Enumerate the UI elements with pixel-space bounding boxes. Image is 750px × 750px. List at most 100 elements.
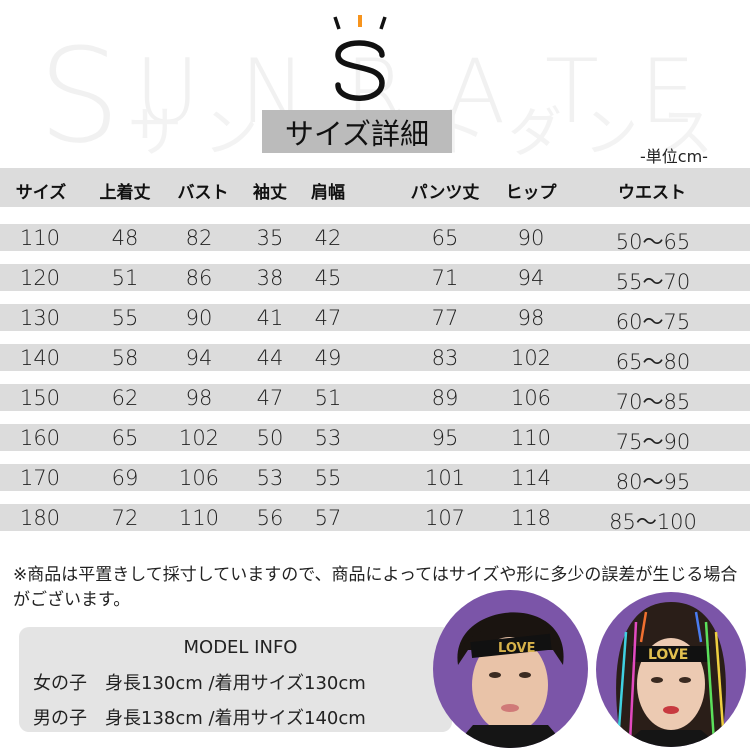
boy-face-icon: LOVE	[453, 612, 568, 748]
cell-bust: 110	[178, 506, 220, 530]
cell-jacket-length: 65	[111, 426, 139, 450]
cell-bust: 82	[185, 226, 213, 250]
logo-icon	[333, 15, 387, 101]
cell-jacket-length: 72	[111, 506, 139, 530]
cell-size: 140	[19, 346, 61, 370]
cell-size: 120	[19, 266, 61, 290]
cell-waist: 70～85	[615, 390, 691, 414]
cell-waist: 85～100	[609, 510, 697, 534]
cell-bust: 98	[185, 386, 213, 410]
cell-hip: 106	[510, 386, 552, 410]
header-sleeve: 袖丈	[253, 183, 287, 203]
header-size: サイズ	[15, 183, 67, 203]
cell-sleeve: 53	[256, 466, 284, 490]
boy-model-photo: LOVE	[433, 590, 588, 748]
table-row: 140 58 94 44 49 83 102 65～80	[0, 344, 750, 374]
cell-sleeve: 47	[256, 386, 284, 410]
girl-face-icon: LOVE	[616, 602, 726, 747]
cell-pants-length: 77	[431, 306, 459, 330]
cell-pants-length: 89	[431, 386, 459, 410]
cell-waist: 50～65	[615, 230, 691, 254]
girl-model-photo: LOVE	[596, 592, 746, 747]
cell-waist: 65～80	[615, 350, 691, 374]
cell-size: 170	[19, 466, 61, 490]
cell-sleeve: 50	[256, 426, 284, 450]
headband-text: LOVE	[498, 641, 535, 656]
cell-hip: 90	[517, 226, 545, 250]
table-header-band	[0, 168, 750, 207]
watermark-s-icon: S	[38, 20, 121, 172]
cell-pants-length: 101	[424, 466, 466, 490]
cell-waist: 75～90	[615, 430, 691, 454]
cell-jacket-length: 69	[111, 466, 139, 490]
watermark-letter: T	[545, 40, 599, 143]
cell-pants-length: 107	[424, 506, 466, 530]
cell-shoulder: 55	[314, 466, 342, 490]
cell-bust: 106	[178, 466, 220, 490]
cell-waist: 80～95	[615, 470, 691, 494]
cell-pants-length: 95	[431, 426, 459, 450]
unit-label: -単位cm-	[640, 147, 708, 166]
cell-bust: 90	[185, 306, 213, 330]
cell-sleeve: 44	[256, 346, 284, 370]
cell-hip: 98	[517, 306, 545, 330]
page-title: サイズ詳細	[262, 110, 452, 153]
cell-pants-length: 83	[431, 346, 459, 370]
header-jacket-length: 上着丈	[99, 183, 151, 203]
cell-jacket-length: 55	[111, 306, 139, 330]
headband-text: LOVE	[648, 647, 688, 663]
cell-size: 110	[19, 226, 61, 250]
watermark-letter: U	[135, 40, 200, 143]
cell-shoulder: 57	[314, 506, 342, 530]
watermark-letter: A	[445, 40, 506, 143]
cell-size: 130	[19, 306, 61, 330]
table-row: 150 62 98 47 51 89 106 70～85	[0, 384, 750, 414]
cell-jacket-length: 48	[111, 226, 139, 250]
cell-hip: 102	[510, 346, 552, 370]
cell-pants-length: 71	[431, 266, 459, 290]
header-bust: バスト	[177, 183, 229, 203]
cell-sleeve: 56	[256, 506, 284, 530]
cell-waist: 60～75	[615, 310, 691, 334]
cell-shoulder: 51	[314, 386, 342, 410]
cell-sleeve: 41	[256, 306, 284, 330]
model-info-title: MODEL INFO	[183, 637, 298, 658]
cell-shoulder: 47	[314, 306, 342, 330]
model-info-girl: 女の子 身長130cm /着用サイズ130cm	[33, 673, 366, 694]
cell-bust: 102	[178, 426, 220, 450]
table-row: 110 48 82 35 42 65 90 50～65	[0, 224, 750, 254]
model-info-boy: 男の子 身長138cm /着用サイズ140cm	[33, 708, 366, 729]
cell-shoulder: 53	[314, 426, 342, 450]
table-row: 120 51 86 38 45 71 94 55～70	[0, 264, 750, 294]
cell-jacket-length: 51	[111, 266, 139, 290]
cell-hip: 118	[510, 506, 552, 530]
cell-bust: 94	[185, 346, 213, 370]
cell-size: 150	[19, 386, 61, 410]
header-shoulder: 肩幅	[311, 183, 345, 203]
cell-bust: 86	[185, 266, 213, 290]
watermark-letter: E	[640, 40, 696, 143]
cell-pants-length: 65	[431, 226, 459, 250]
table-row: 180 72 110 56 57 107 118 85～100	[0, 504, 750, 534]
header-waist: ウエスト	[618, 183, 686, 203]
cell-size: 160	[19, 426, 61, 450]
model-info-box: MODEL INFO 女の子 身長130cm /着用サイズ130cm 男の子 身…	[19, 627, 452, 732]
table-row: 130 55 90 41 47 77 98 60～75	[0, 304, 750, 334]
header-hip: ヒップ	[505, 183, 557, 203]
table-row: 170 69 106 53 55 101 114 80～95	[0, 464, 750, 494]
cell-shoulder: 42	[314, 226, 342, 250]
cell-hip: 110	[510, 426, 552, 450]
cell-size: 180	[19, 506, 61, 530]
cell-hip: 114	[510, 466, 552, 490]
cell-jacket-length: 58	[111, 346, 139, 370]
cell-sleeve: 35	[256, 226, 284, 250]
cell-jacket-length: 62	[111, 386, 139, 410]
cell-shoulder: 49	[314, 346, 342, 370]
measurement-note: ※商品は平置きして採寸していますので、商品によってはサイズや形に多少の誤差が生じ…	[13, 565, 738, 610]
cell-shoulder: 45	[314, 266, 342, 290]
cell-sleeve: 38	[256, 266, 284, 290]
cell-waist: 55～70	[615, 270, 691, 294]
table-row: 160 65 102 50 53 95 110 75～90	[0, 424, 750, 454]
cell-hip: 94	[517, 266, 545, 290]
header-pants-length: パンツ丈	[410, 183, 480, 203]
